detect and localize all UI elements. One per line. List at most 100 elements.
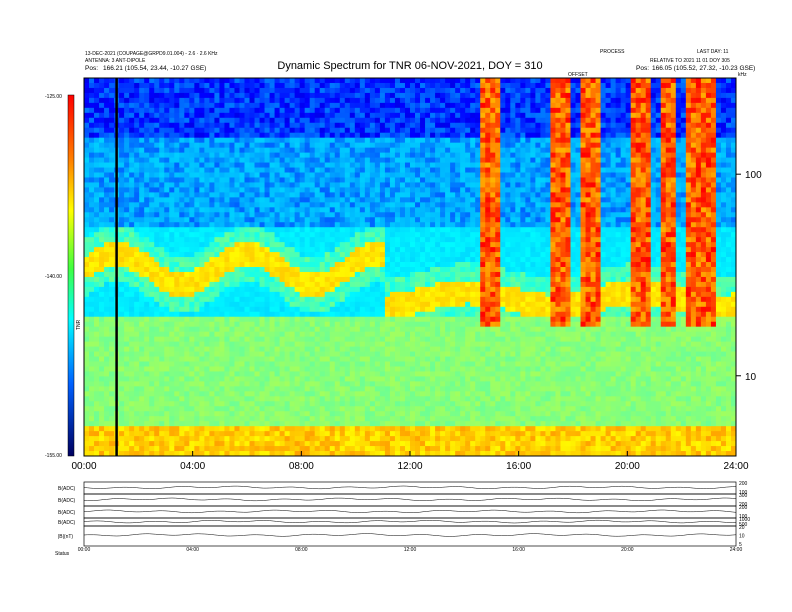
heatmap-cell (149, 167, 155, 173)
heatmap-cell (159, 82, 165, 89)
heatmap-cell (209, 257, 215, 263)
heatmap-cell (319, 97, 326, 104)
heatmap-cell (174, 137, 180, 144)
heatmap-cell (249, 197, 255, 203)
heatmap-cell (164, 147, 170, 153)
heatmap-cell (364, 426, 371, 432)
heatmap-cell (239, 346, 245, 352)
heatmap-cell (349, 416, 356, 422)
heatmap-cell (404, 386, 411, 392)
heatmap-cell (344, 172, 351, 178)
heatmap-cell (329, 331, 336, 338)
heatmap-cell (214, 82, 220, 89)
heatmap-cell (109, 281, 115, 288)
heatmap-cell (194, 227, 200, 233)
heatmap-cell (259, 436, 265, 442)
heatmap-cell (354, 122, 361, 129)
heatmap-cell (404, 296, 411, 303)
heatmap-cell (269, 356, 275, 362)
heatmap-cell (249, 326, 255, 333)
heatmap-cell (354, 182, 361, 188)
heatmap-cell (364, 207, 371, 213)
heatmap-cell (410, 122, 416, 129)
heatmap-cell (179, 102, 185, 109)
heatmap-cell (84, 78, 90, 84)
heatmap-cell (384, 386, 391, 392)
heatmap-cell (349, 187, 356, 193)
heatmap-cell (364, 142, 371, 149)
heatmap-cell (404, 122, 411, 129)
heatmap-cell (344, 132, 351, 139)
heatmap-cell (394, 142, 401, 149)
heatmap-cell (314, 336, 321, 342)
heatmap-cell (334, 426, 341, 432)
heatmap-cell (119, 276, 125, 283)
heatmap-cell (369, 411, 376, 417)
heatmap-cell (189, 416, 195, 422)
heatmap-cell (239, 436, 245, 442)
heatmap-cell (349, 78, 356, 84)
heatmap-cell (174, 326, 180, 333)
heatmap-cell (194, 167, 200, 173)
heatmap-cell (364, 97, 371, 104)
heatmap-cell (294, 162, 301, 168)
heatmap-cell (99, 102, 105, 109)
heatmap-cell (199, 157, 205, 163)
heatmap-cell (404, 262, 411, 268)
corner-unit-label: kHz (738, 72, 747, 78)
heatmap-cell (229, 267, 235, 273)
heatmap-cell (274, 416, 280, 422)
heatmap-cell (339, 441, 346, 447)
heatmap-cell (174, 401, 180, 407)
heatmap-cell (234, 232, 240, 238)
heatmap-cell (319, 267, 326, 273)
heatmap-cell (394, 446, 401, 452)
heatmap-cell (264, 137, 270, 144)
heatmap-cell (174, 341, 180, 347)
heatmap-cell (244, 227, 250, 233)
heatmap-cell (339, 406, 346, 412)
heatmap-cell (304, 431, 311, 437)
heatmap-cell (279, 222, 286, 228)
heatmap-cell (279, 227, 286, 233)
heatmap-cell (284, 411, 291, 417)
heatmap-cell (369, 306, 376, 313)
heatmap-cell (399, 177, 406, 183)
heatmap-cell (274, 381, 280, 387)
heatmap-cell (264, 157, 270, 163)
heatmap-cell (129, 87, 135, 94)
heatmap-cell (254, 331, 260, 338)
heatmap-cell (199, 267, 205, 273)
heatmap-cell (84, 207, 90, 213)
heatmap-cell (244, 237, 250, 243)
heatmap-cell (309, 142, 316, 149)
heatmap-cell (244, 87, 250, 94)
heatmap-cell (284, 281, 291, 288)
heatmap-cell (99, 296, 105, 303)
heatmap-cell (259, 207, 265, 213)
heatmap-cell (259, 222, 265, 228)
heatmap-cell (244, 257, 250, 263)
heatmap-cell (354, 112, 361, 119)
heatmap-cell (194, 401, 200, 407)
heatmap-cell (364, 311, 371, 318)
heatmap-cell (314, 192, 321, 198)
heatmap-cell (299, 117, 306, 124)
heatmap-cell (274, 92, 280, 99)
heatmap-cell (174, 117, 180, 124)
heatmap-cell (129, 212, 135, 218)
heatmap-cell (189, 102, 195, 109)
heatmap-cell (234, 137, 240, 144)
heatmap-cell (264, 107, 270, 114)
heatmap-cell (389, 207, 396, 213)
heatmap-cell (209, 291, 215, 298)
heatmap-cell (179, 92, 185, 99)
heatmap-cell (314, 252, 321, 258)
heatmap-cell (379, 436, 386, 442)
heatmap-cell (329, 122, 336, 129)
heatmap-cell (314, 212, 321, 218)
heatmap-cell (294, 82, 301, 89)
heatmap-cell (374, 147, 381, 153)
heatmap-cell (209, 78, 215, 84)
heatmap-cell (319, 381, 326, 387)
